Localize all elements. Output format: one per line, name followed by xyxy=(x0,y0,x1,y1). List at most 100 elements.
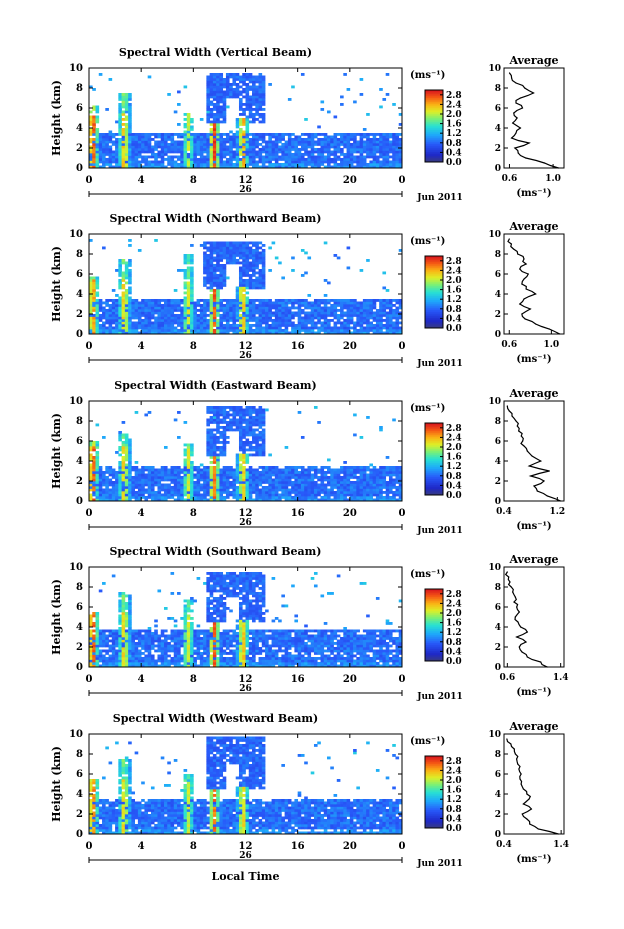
heatmap-cell xyxy=(268,486,272,489)
heatmap-cell xyxy=(173,309,178,312)
heatmap-cell xyxy=(398,304,403,307)
heatmap-cell xyxy=(193,324,197,327)
heatmap-cell xyxy=(209,286,214,290)
heatmap-cell xyxy=(327,301,331,305)
heatmap-cell xyxy=(222,148,227,151)
heatmap-cell xyxy=(180,493,184,497)
heatmap-cell xyxy=(340,163,344,166)
heatmap-cell xyxy=(278,486,282,489)
heatmap-cell xyxy=(284,309,289,312)
heatmap-cell xyxy=(108,491,113,494)
heatmap-cell xyxy=(375,309,380,312)
heatmap-cell xyxy=(92,138,96,141)
heatmap-cell xyxy=(388,140,393,144)
heatmap-cell xyxy=(193,498,197,502)
heatmap-cell xyxy=(252,324,256,327)
colorbar-segment xyxy=(425,126,443,129)
heatmap-cell xyxy=(229,471,233,474)
heatmap-cell xyxy=(222,244,227,247)
heatmap-cell xyxy=(304,304,308,307)
heatmap-cell xyxy=(291,145,295,149)
heatmap-cell xyxy=(385,165,390,169)
heatmap-cell xyxy=(375,158,380,161)
heatmap-cell xyxy=(297,411,302,414)
heatmap-cell xyxy=(278,311,282,315)
heatmap-cell xyxy=(281,468,285,472)
heatmap-cell xyxy=(252,473,256,477)
heatmap-cell xyxy=(252,138,256,141)
heatmap-cell xyxy=(310,321,315,325)
heatmap-cell xyxy=(274,158,279,161)
colorbar-segment xyxy=(425,276,443,279)
heatmap-cell xyxy=(196,468,201,472)
heatmap-cell xyxy=(190,486,194,489)
heatmap-cell xyxy=(268,309,272,312)
heatmap-cell xyxy=(238,486,243,489)
heatmap-cell xyxy=(118,140,122,144)
heatmap-cell xyxy=(268,140,272,144)
heatmap-cell xyxy=(206,299,210,302)
heatmap-cell xyxy=(349,326,354,330)
heatmap-cell xyxy=(95,110,100,114)
heatmap-cell xyxy=(124,458,129,462)
heatmap-cell xyxy=(258,78,263,81)
heatmap-cell xyxy=(154,483,158,487)
heatmap-cell xyxy=(206,314,210,317)
heatmap-cell xyxy=(108,148,113,151)
heatmap-cell xyxy=(160,468,165,472)
heatmap-cell xyxy=(163,468,168,472)
heatmap-cell xyxy=(124,115,129,119)
heatmap-cell xyxy=(300,324,305,327)
heatmap-cell xyxy=(209,128,214,131)
heatmap-cell xyxy=(327,329,331,332)
heatmap-cell xyxy=(238,148,243,151)
heatmap-cell xyxy=(163,143,168,146)
heatmap-cell xyxy=(108,78,113,81)
heatmap-cell xyxy=(255,153,259,156)
heatmap-cell xyxy=(356,165,360,169)
heatmap-cell xyxy=(291,148,295,151)
heatmap-cell xyxy=(183,135,188,139)
heatmap-cell xyxy=(317,478,321,482)
heatmap-cell xyxy=(216,135,220,139)
heatmap-cell xyxy=(212,155,217,159)
heatmap-cell xyxy=(134,471,139,474)
heatmap-cell xyxy=(346,301,351,305)
heatmap-cell xyxy=(102,148,106,151)
heatmap-cell xyxy=(242,443,246,447)
heatmap-cell xyxy=(163,496,168,499)
heatmap-cell xyxy=(274,299,279,302)
heatmap-cell xyxy=(141,150,145,154)
heatmap-cell xyxy=(297,486,302,489)
average-point xyxy=(515,132,517,134)
heatmap-cell xyxy=(333,254,338,257)
heatmap-cell xyxy=(232,311,237,315)
average-point xyxy=(557,167,560,169)
heatmap-cell xyxy=(294,158,299,161)
heatmap-cell xyxy=(287,163,292,166)
heatmap-cell xyxy=(102,321,106,325)
heatmap-cell xyxy=(261,88,266,91)
heatmap-cell xyxy=(141,319,145,322)
heatmap-cell xyxy=(255,98,259,101)
heatmap-cell xyxy=(235,316,240,320)
heatmap-cell xyxy=(255,249,259,252)
heatmap-cell xyxy=(212,113,217,116)
heatmap-cell xyxy=(274,331,279,335)
heatmap-cell xyxy=(190,150,194,154)
heatmap-cell xyxy=(144,311,149,315)
heatmap-cell xyxy=(248,274,253,277)
heatmap-cell xyxy=(346,329,351,332)
heatmap-cell xyxy=(287,301,292,305)
heatmap-cell xyxy=(242,426,246,429)
heatmap-cell xyxy=(248,448,253,452)
heatmap-cell xyxy=(180,478,184,482)
heatmap-cell xyxy=(388,311,393,315)
heatmap-cell xyxy=(180,316,184,320)
heatmap-cell xyxy=(278,468,282,472)
heatmap-cell xyxy=(98,326,103,330)
heatmap-cell xyxy=(190,271,194,275)
heatmap-cell xyxy=(300,498,305,502)
heatmap-cell xyxy=(199,468,204,472)
heatmap-cell xyxy=(385,316,390,320)
